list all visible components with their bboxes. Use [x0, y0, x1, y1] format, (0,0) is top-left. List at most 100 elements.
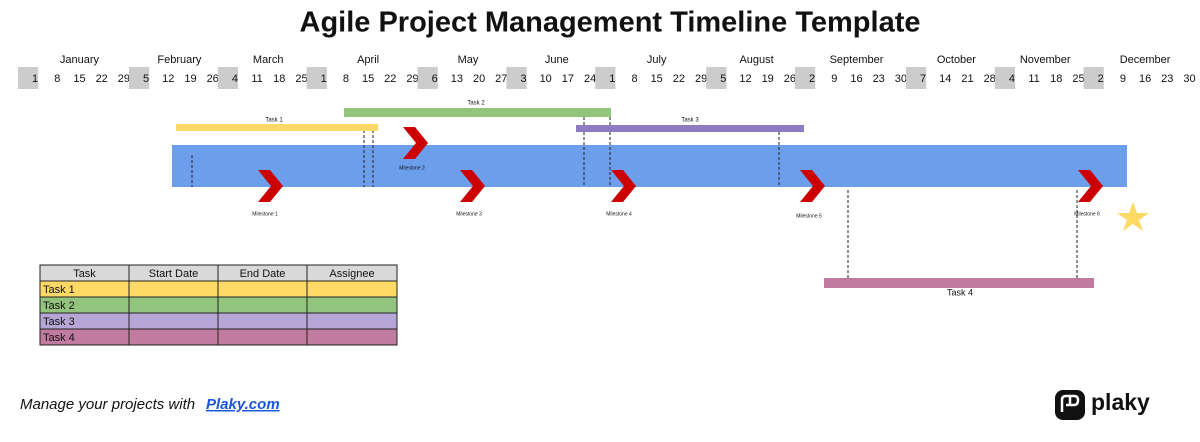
- milestone-chevron: [1078, 170, 1103, 202]
- week-day: 29: [118, 73, 130, 85]
- week-day: 25: [1072, 73, 1084, 85]
- task-label: Task 3: [681, 118, 699, 124]
- month-start-cell: [795, 67, 816, 89]
- week-day: 22: [384, 73, 396, 85]
- week-day: 17: [562, 73, 574, 85]
- month-label: May: [458, 54, 479, 66]
- week-day: 26: [784, 73, 796, 85]
- week-day: 26: [207, 73, 219, 85]
- week-day: 25: [295, 73, 307, 85]
- week-day: 11: [251, 73, 262, 85]
- milestone-label: Milestone 3: [456, 211, 482, 217]
- week-day: 23: [1161, 73, 1173, 85]
- table-header-cell: Start Date: [149, 268, 199, 280]
- month-label: November: [1020, 54, 1071, 66]
- week-day: 15: [362, 73, 374, 85]
- task-bar: [176, 124, 378, 131]
- week-day: 29: [695, 73, 707, 85]
- month-start-cell: [506, 67, 527, 89]
- milestone-label: Milestone 5: [796, 213, 822, 219]
- week-day: 2: [809, 73, 815, 85]
- week-day: 8: [343, 73, 349, 85]
- week-day: 15: [651, 73, 663, 85]
- task-label: Task 4: [947, 287, 973, 297]
- week-day: 23: [873, 73, 885, 85]
- month-start-cell: [417, 67, 438, 89]
- month-start-cell: [1083, 67, 1104, 89]
- table-cell: Task 3: [43, 316, 75, 328]
- table-cell: Task 4: [43, 332, 75, 344]
- week-day: 20: [473, 73, 485, 85]
- month-start-cell: [706, 67, 727, 89]
- milestone-chevron: [611, 170, 636, 202]
- week-day: 18: [273, 73, 285, 85]
- month-start-cell: [129, 67, 150, 89]
- task-label: Task 2: [467, 101, 485, 107]
- footer-link[interactable]: Plaky.com: [206, 396, 280, 413]
- week-day: 12: [739, 73, 751, 85]
- task-bar: [344, 108, 611, 117]
- month-label: February: [157, 54, 202, 66]
- week-day: 28: [984, 73, 996, 85]
- week-day: 21: [961, 73, 973, 85]
- week-day: 16: [1139, 73, 1151, 85]
- week-day: 30: [1183, 73, 1195, 85]
- week-day: 6: [432, 73, 438, 85]
- week-day: 22: [673, 73, 685, 85]
- week-day: 16: [850, 73, 862, 85]
- goal-star: [1117, 202, 1149, 231]
- month-label: October: [937, 54, 976, 66]
- week-day: 8: [631, 73, 637, 85]
- milestone-chevron: [800, 170, 825, 202]
- week-day: 2: [1098, 73, 1104, 85]
- week-day: 4: [1009, 73, 1015, 85]
- week-day: 1: [609, 73, 615, 85]
- week-day: 9: [831, 73, 837, 85]
- week-day: 12: [162, 73, 174, 85]
- week-day: 30: [895, 73, 907, 85]
- week-day: 8: [54, 73, 60, 85]
- milestone-label: Milestone 2: [399, 165, 425, 171]
- task-label: Task 1: [265, 118, 283, 124]
- month-label: December: [1120, 54, 1171, 66]
- logo-glyph: [1060, 394, 1080, 412]
- table-header-cell: Assignee: [329, 268, 374, 280]
- week-day: 5: [143, 73, 149, 85]
- week-day: 9: [1120, 73, 1126, 85]
- milestone-label: Milestone 1: [252, 211, 278, 217]
- week-day: 13: [451, 73, 463, 85]
- milestone-label: Milestone 6: [1074, 211, 1100, 217]
- week-day: 27: [495, 73, 507, 85]
- table-cell: Task 2: [43, 300, 75, 312]
- week-day: 5: [720, 73, 726, 85]
- table-cell: Task 1: [43, 284, 75, 296]
- milestone-chevron: [460, 170, 485, 202]
- week-day: 7: [920, 73, 926, 85]
- week-day: 1: [321, 73, 327, 85]
- week-day: 14: [939, 73, 951, 85]
- footer-text: Manage your projects with: [20, 396, 195, 413]
- week-day: 4: [232, 73, 238, 85]
- week-day: 29: [406, 73, 418, 85]
- week-day: 10: [540, 73, 552, 85]
- month-label: July: [647, 54, 667, 66]
- week-day: 22: [96, 73, 108, 85]
- week-day: 19: [762, 73, 774, 85]
- week-day: 1: [32, 73, 38, 85]
- week-day: 3: [520, 73, 526, 85]
- table-header-cell: Task: [73, 268, 96, 280]
- month-label: August: [739, 54, 773, 66]
- month-start-cell: [994, 67, 1015, 89]
- month-start-cell: [217, 67, 238, 89]
- month-label: January: [60, 54, 100, 66]
- week-day: 11: [1028, 73, 1039, 85]
- month-start-cell: [906, 67, 927, 89]
- month-start-cell: [18, 67, 39, 89]
- week-day: 15: [73, 73, 85, 85]
- month-label: September: [830, 54, 884, 66]
- task-bar: [824, 278, 1094, 288]
- milestone-chevron: [403, 127, 428, 159]
